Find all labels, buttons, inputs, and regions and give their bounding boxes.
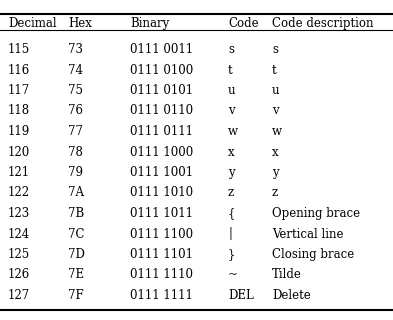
Text: 0111 0110: 0111 0110 — [130, 105, 193, 117]
Text: 118: 118 — [8, 105, 30, 117]
Text: y: y — [228, 166, 235, 179]
Text: 7D: 7D — [68, 248, 85, 261]
Text: v: v — [228, 105, 235, 117]
Text: |: | — [228, 228, 232, 241]
Text: 116: 116 — [8, 63, 30, 76]
Text: t: t — [228, 63, 233, 76]
Text: 0111 1100: 0111 1100 — [130, 228, 193, 241]
Text: 75: 75 — [68, 84, 83, 97]
Text: 7E: 7E — [68, 268, 84, 282]
Text: 78: 78 — [68, 146, 83, 158]
Text: s: s — [228, 43, 234, 56]
Text: Opening brace: Opening brace — [272, 207, 360, 220]
Text: 0111 0111: 0111 0111 — [130, 125, 193, 138]
Text: Binary: Binary — [130, 17, 169, 30]
Text: DEL: DEL — [228, 289, 254, 302]
Text: 0111 1001: 0111 1001 — [130, 166, 193, 179]
Text: ~: ~ — [228, 268, 238, 282]
Text: 7B: 7B — [68, 207, 84, 220]
Text: Vertical line: Vertical line — [272, 228, 343, 241]
Text: s: s — [272, 43, 278, 56]
Text: Closing brace: Closing brace — [272, 248, 354, 261]
Text: 0111 0100: 0111 0100 — [130, 63, 193, 76]
Text: t: t — [272, 63, 277, 76]
Text: {: { — [228, 207, 235, 220]
Text: Tilde: Tilde — [272, 268, 302, 282]
Text: u: u — [272, 84, 279, 97]
Text: 0111 1010: 0111 1010 — [130, 187, 193, 199]
Text: 125: 125 — [8, 248, 30, 261]
Text: Code description: Code description — [272, 17, 373, 30]
Text: 7C: 7C — [68, 228, 84, 241]
Text: 7A: 7A — [68, 187, 84, 199]
Text: w: w — [228, 125, 238, 138]
Text: 126: 126 — [8, 268, 30, 282]
Text: 0111 1000: 0111 1000 — [130, 146, 193, 158]
Text: }: } — [228, 248, 235, 261]
Text: Hex: Hex — [68, 17, 92, 30]
Text: 121: 121 — [8, 166, 30, 179]
Text: 123: 123 — [8, 207, 30, 220]
Text: 117: 117 — [8, 84, 30, 97]
Text: 0111 1110: 0111 1110 — [130, 268, 193, 282]
Text: z: z — [228, 187, 234, 199]
Text: 124: 124 — [8, 228, 30, 241]
Text: 0111 1111: 0111 1111 — [130, 289, 193, 302]
Text: Code: Code — [228, 17, 259, 30]
Text: w: w — [272, 125, 282, 138]
Text: Delete: Delete — [272, 289, 311, 302]
Text: 122: 122 — [8, 187, 30, 199]
Text: 73: 73 — [68, 43, 83, 56]
Text: 0111 1101: 0111 1101 — [130, 248, 193, 261]
Text: u: u — [228, 84, 235, 97]
Text: 127: 127 — [8, 289, 30, 302]
Text: 0111 1011: 0111 1011 — [130, 207, 193, 220]
Text: 7F: 7F — [68, 289, 84, 302]
Text: Decimal: Decimal — [8, 17, 57, 30]
Text: 115: 115 — [8, 43, 30, 56]
Text: x: x — [228, 146, 235, 158]
Text: 77: 77 — [68, 125, 83, 138]
Text: 74: 74 — [68, 63, 83, 76]
Text: z: z — [272, 187, 278, 199]
Text: 120: 120 — [8, 146, 30, 158]
Text: 79: 79 — [68, 166, 83, 179]
Text: 0111 0011: 0111 0011 — [130, 43, 193, 56]
Text: y: y — [272, 166, 279, 179]
Text: 0111 0101: 0111 0101 — [130, 84, 193, 97]
Text: 119: 119 — [8, 125, 30, 138]
Text: 76: 76 — [68, 105, 83, 117]
Text: x: x — [272, 146, 279, 158]
Text: v: v — [272, 105, 279, 117]
